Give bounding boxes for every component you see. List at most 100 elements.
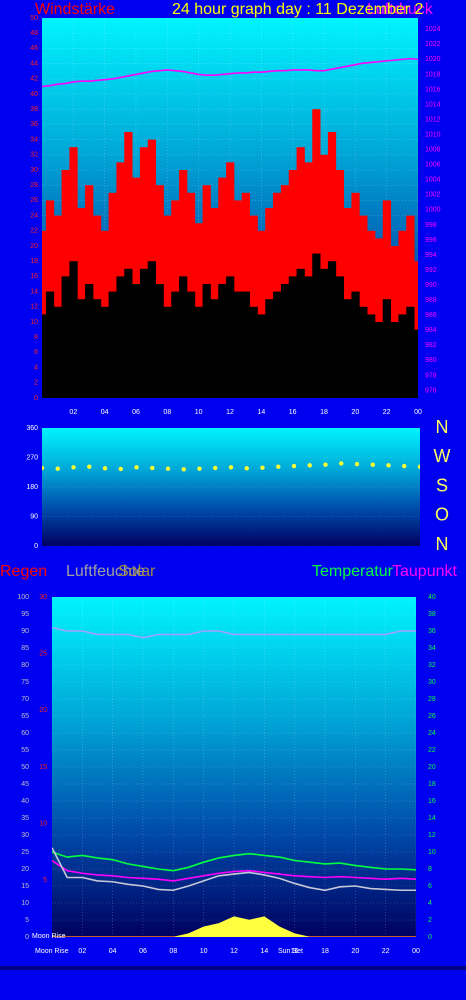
y-tick-label: 100: [17, 594, 29, 601]
x-tick-label: 20: [351, 948, 359, 955]
area: [52, 916, 416, 937]
y-tick-label: 10: [21, 900, 29, 907]
y-tick-label: 45: [21, 781, 29, 788]
y2-tick-label: 22: [428, 747, 436, 754]
y-tick-label: 0: [34, 543, 38, 550]
compass-label: W: [434, 446, 451, 466]
point: [228, 465, 234, 470]
y2-tick-label: 984: [425, 327, 437, 334]
point: [244, 466, 249, 471]
y-tick-label: 46: [30, 45, 38, 52]
bar: [265, 299, 274, 398]
y-tick-label: 5: [25, 917, 29, 924]
bar: [61, 276, 70, 398]
compass-label: O: [435, 505, 449, 525]
point: [102, 466, 108, 471]
bar: [288, 276, 297, 398]
y2-tick-label: 32: [428, 662, 436, 669]
y-tick-label: 14: [30, 288, 38, 295]
y3-tick-label: 25: [39, 651, 47, 658]
y-tick-label: 95: [21, 611, 29, 618]
point: [307, 463, 312, 468]
y-tick-label: 80: [21, 662, 29, 669]
point: [386, 463, 391, 468]
y-tick-label: 60: [21, 730, 29, 737]
bar: [241, 291, 250, 398]
point: [402, 463, 407, 469]
y2-tick-label: 28: [428, 696, 436, 703]
point: [197, 466, 202, 471]
bar: [406, 306, 415, 398]
y2-tick-label: 988: [425, 297, 437, 304]
y-tick-label: 4: [34, 364, 38, 371]
point: [150, 465, 155, 471]
annotation: Sun Set: [278, 948, 303, 955]
y2-tick-label: 982: [425, 342, 437, 349]
y-tick-label: 50: [21, 764, 29, 771]
y2-tick-label: 1004: [425, 177, 441, 184]
x-tick-label: 18: [321, 948, 329, 955]
y-tick-label: 2: [34, 380, 38, 387]
x-tick-label: 14: [257, 409, 265, 416]
y-tick-label: 65: [21, 713, 29, 720]
bar: [233, 291, 243, 398]
y2-tick-label: 6: [428, 883, 432, 890]
y2-tick-label: 14: [428, 815, 436, 822]
point: [71, 465, 76, 470]
point: [181, 467, 186, 472]
bar: [163, 306, 172, 398]
y2-tick-label: 1008: [425, 147, 441, 154]
y2-tick-label: 1010: [425, 131, 441, 138]
bar: [273, 291, 282, 398]
y2-tick-label: 0: [428, 934, 432, 941]
y-tick-label: 22: [30, 228, 38, 235]
y2-tick-label: 1018: [425, 71, 441, 78]
x-tick-label: 22: [383, 409, 391, 416]
bar: [304, 276, 313, 398]
y-tick-label: 10: [30, 319, 38, 326]
y3-tick-label: 10: [39, 821, 47, 828]
y-tick-label: 40: [30, 91, 38, 98]
bar: [320, 268, 329, 398]
legend-label: Solar: [118, 563, 156, 580]
y2-tick-label: 18: [428, 781, 436, 788]
x-tick-label: 06: [132, 409, 140, 416]
y-tick-label: 70: [21, 696, 29, 703]
plot: [42, 18, 418, 398]
y2-tick-label: 1006: [425, 162, 441, 169]
bar: [45, 291, 55, 398]
x-tick-label: 00: [412, 948, 420, 955]
bar: [249, 306, 258, 398]
x-tick-label: 14: [260, 948, 268, 955]
bar: [132, 284, 141, 398]
y-tick-label: 6: [34, 349, 38, 356]
y2-tick-label: 20: [428, 764, 436, 771]
bar: [155, 284, 164, 398]
x-tick-label: 02: [69, 409, 77, 416]
bar: [382, 299, 391, 398]
line: [52, 859, 416, 882]
y2-tick-label: 980: [425, 357, 437, 364]
y-tick-label: 35: [21, 815, 29, 822]
x-tick-label: 16: [289, 409, 297, 416]
bar: [359, 306, 368, 398]
y-tick-label: 50: [30, 15, 38, 22]
bar: [147, 261, 156, 398]
bar: [367, 314, 376, 398]
y-tick-label: 360: [26, 425, 38, 432]
y2-tick-label: 994: [425, 252, 437, 259]
bar: [100, 306, 109, 398]
x-tick-label: 08: [163, 409, 171, 416]
annotation: Moon Rise: [35, 948, 69, 955]
y2-tick-label: 1002: [425, 192, 441, 199]
bar: [218, 284, 227, 398]
y2-tick-label: 996: [425, 237, 437, 244]
y2-tick-label: 998: [425, 222, 437, 229]
y-tick-label: 44: [30, 60, 38, 67]
line: [42, 57, 418, 88]
y2-tick-label: 4: [428, 900, 432, 907]
y-tick-label: 20: [21, 866, 29, 873]
y-tick-label: 75: [21, 679, 29, 686]
y-tick-label: 16: [30, 273, 38, 280]
